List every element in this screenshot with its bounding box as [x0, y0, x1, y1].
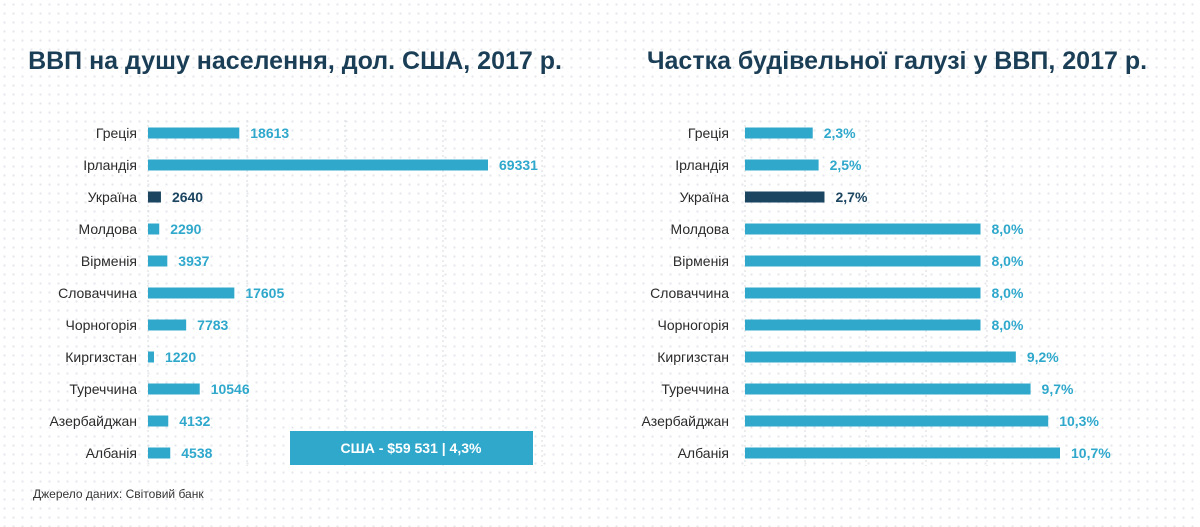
data-label: 17605 [245, 285, 284, 301]
data-label: 2,5% [830, 157, 862, 173]
data-label: 8,0% [992, 253, 1024, 269]
category-label: Молдова [671, 221, 730, 237]
category-label: Вірменія [673, 253, 729, 269]
data-label: 18613 [250, 125, 289, 141]
category-label: Ірландія [83, 157, 137, 173]
bar [745, 191, 825, 203]
data-label: 10546 [211, 381, 250, 397]
bar [745, 223, 981, 235]
gdp-per-capita-chart: ВВП на душу населення, дол. США, 2017 р.… [28, 47, 562, 466]
bar [148, 287, 235, 299]
category-label: Греція [96, 125, 137, 141]
category-label: Азербайджан [641, 413, 729, 429]
bar [148, 383, 200, 395]
bar [148, 447, 171, 459]
bar [148, 159, 488, 171]
bar [745, 447, 1060, 459]
category-label: Албанія [678, 445, 729, 461]
construction-share-chart: Частка будівельної галузі у ВВП, 2017 р.… [641, 47, 1147, 466]
bar [148, 351, 154, 363]
data-label: 4538 [181, 445, 212, 461]
category-label: Туреччина [69, 381, 137, 397]
data-label: 4132 [179, 413, 210, 429]
bar [745, 159, 819, 171]
category-label: Албанія [86, 445, 137, 461]
bar [745, 255, 981, 267]
data-label: 2,7% [835, 189, 867, 205]
bar [745, 383, 1031, 395]
data-label: 3937 [178, 253, 209, 269]
chart-title: ВВП на душу населення, дол. США, 2017 р. [28, 47, 562, 75]
chart-title: Частка будівельної галузі у ВВП, 2017 р. [647, 47, 1147, 75]
data-label: 9,2% [1027, 349, 1059, 365]
category-label: Україна [88, 189, 138, 205]
category-label: Вірменія [81, 253, 137, 269]
category-label: Азербайджан [49, 413, 137, 429]
category-label: Україна [680, 189, 730, 205]
category-label: Греція [688, 125, 729, 141]
data-label: 8,0% [992, 221, 1024, 237]
bar [745, 287, 981, 299]
data-label: 1220 [165, 349, 196, 365]
bar [148, 223, 160, 235]
bar [148, 127, 240, 139]
data-label: 7783 [197, 317, 228, 333]
bar [745, 127, 813, 139]
category-label: Ірландія [675, 157, 729, 173]
category-label: Словаччина [58, 285, 137, 301]
bars: Греція 2,3% Ірландія 2,5% Україна 2,7% Молдова… [641, 125, 1111, 461]
bar [745, 319, 981, 331]
category-label: Киргизстан [65, 349, 137, 365]
data-label: 69331 [499, 157, 538, 173]
data-label: 9,7% [1042, 381, 1074, 397]
bar [148, 319, 187, 331]
category-label: Туреччина [661, 381, 729, 397]
data-label: 2290 [170, 221, 201, 237]
category-label: Киргизстан [657, 349, 729, 365]
note-text: США - $59 531 | 4,3% [341, 440, 482, 456]
category-label: Чорногорія [658, 317, 729, 333]
bars: Греція 18613 Ірландія 69331 Україна 2640 Молдо… [49, 125, 538, 461]
bar [745, 351, 1016, 363]
data-label: 10,7% [1071, 445, 1111, 461]
data-label: 10,3% [1059, 413, 1099, 429]
data-label: 2640 [172, 189, 203, 205]
bar [148, 191, 161, 203]
category-label: Чорногорія [66, 317, 137, 333]
data-label: 8,0% [992, 317, 1024, 333]
bar [148, 255, 168, 267]
usa-note-box: США - $59 531 | 4,3% [290, 431, 533, 465]
data-label: 8,0% [992, 285, 1024, 301]
source-note: Джерело даних: Світовий банк [33, 487, 204, 501]
data-label: 2,3% [824, 125, 856, 141]
category-label: Словаччина [650, 285, 729, 301]
bar [148, 415, 169, 427]
note-box [290, 431, 533, 465]
category-label: Молдова [79, 221, 138, 237]
bar [745, 415, 1049, 427]
